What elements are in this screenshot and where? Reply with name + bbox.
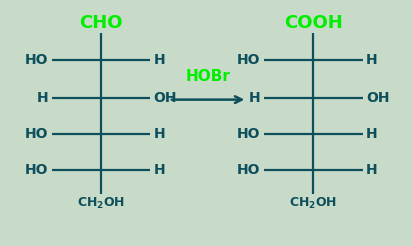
Text: HO: HO: [25, 163, 48, 177]
Text: HO: HO: [237, 127, 260, 141]
Text: HO: HO: [237, 53, 260, 67]
Text: HO: HO: [237, 163, 260, 177]
Text: H: H: [154, 127, 165, 141]
Text: $\mathregular{CH_2OH}$: $\mathregular{CH_2OH}$: [289, 196, 337, 211]
Text: H: H: [154, 163, 165, 177]
Text: OH: OH: [366, 92, 389, 105]
Text: COOH: COOH: [284, 14, 342, 32]
Text: HOBr: HOBr: [186, 69, 230, 84]
Text: CHO: CHO: [79, 14, 123, 32]
Text: HO: HO: [25, 127, 48, 141]
Text: H: H: [366, 53, 377, 67]
Text: OH: OH: [154, 92, 177, 105]
Text: H: H: [366, 127, 377, 141]
Text: HO: HO: [25, 53, 48, 67]
Text: H: H: [37, 92, 48, 105]
Text: H: H: [154, 53, 165, 67]
Text: H: H: [249, 92, 260, 105]
Text: H: H: [366, 163, 377, 177]
Text: $\mathregular{CH_2OH}$: $\mathregular{CH_2OH}$: [77, 196, 125, 211]
